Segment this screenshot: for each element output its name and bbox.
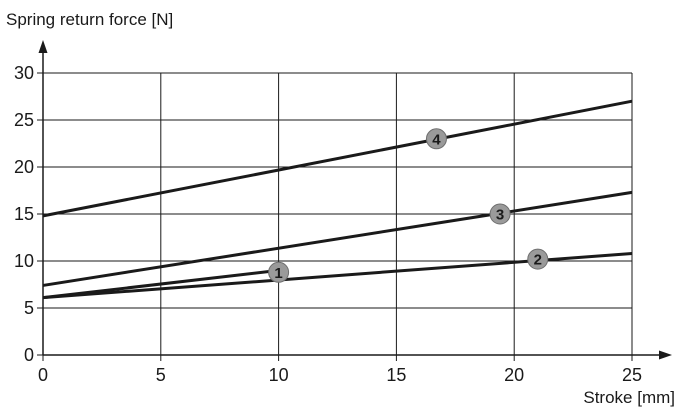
series-marker-label-2: 2 <box>534 252 542 269</box>
series-marker-3 <box>489 203 511 225</box>
y-tick-label-15: 15 <box>14 204 34 224</box>
series-markers: 1 2 3 4 <box>268 128 549 283</box>
y-tick-label-20: 20 <box>14 157 34 177</box>
axes: 0 5 10 15 20 25 0 5 10 15 20 25 30 <box>14 40 672 385</box>
y-tick-label-0: 0 <box>24 345 34 365</box>
series-marker-1 <box>268 261 290 283</box>
series-lines <box>42 99 633 300</box>
y-axis-arrow <box>38 40 48 53</box>
series-marker-4 <box>425 128 447 150</box>
x-axis-arrow <box>659 350 672 360</box>
x-tick-label-20: 20 <box>504 365 524 385</box>
y-axis-label: Spring return force [N] <box>6 10 173 29</box>
y-tick-label-5: 5 <box>24 298 34 318</box>
series-marker-label-3: 3 <box>496 207 504 224</box>
x-tick-label-15: 15 <box>386 365 406 385</box>
series-marker-label-4: 4 <box>432 131 441 148</box>
series-marker-label-1: 1 <box>274 265 282 282</box>
x-tick-label-0: 0 <box>38 365 48 385</box>
x-tick-label-5: 5 <box>156 365 166 385</box>
y-tick-label-10: 10 <box>14 251 34 271</box>
grid <box>43 72 633 355</box>
series-line-1 <box>42 268 279 300</box>
series-line-3 <box>42 190 633 287</box>
y-tick-label-25: 25 <box>14 110 34 130</box>
series-line-4 <box>42 99 633 218</box>
x-tick-label-25: 25 <box>622 365 642 385</box>
x-axis-label: Stroke [mm] <box>583 388 675 407</box>
series-marker-2 <box>527 248 549 270</box>
y-tick-label-30: 30 <box>14 63 34 83</box>
x-tick-label-10: 10 <box>269 365 289 385</box>
